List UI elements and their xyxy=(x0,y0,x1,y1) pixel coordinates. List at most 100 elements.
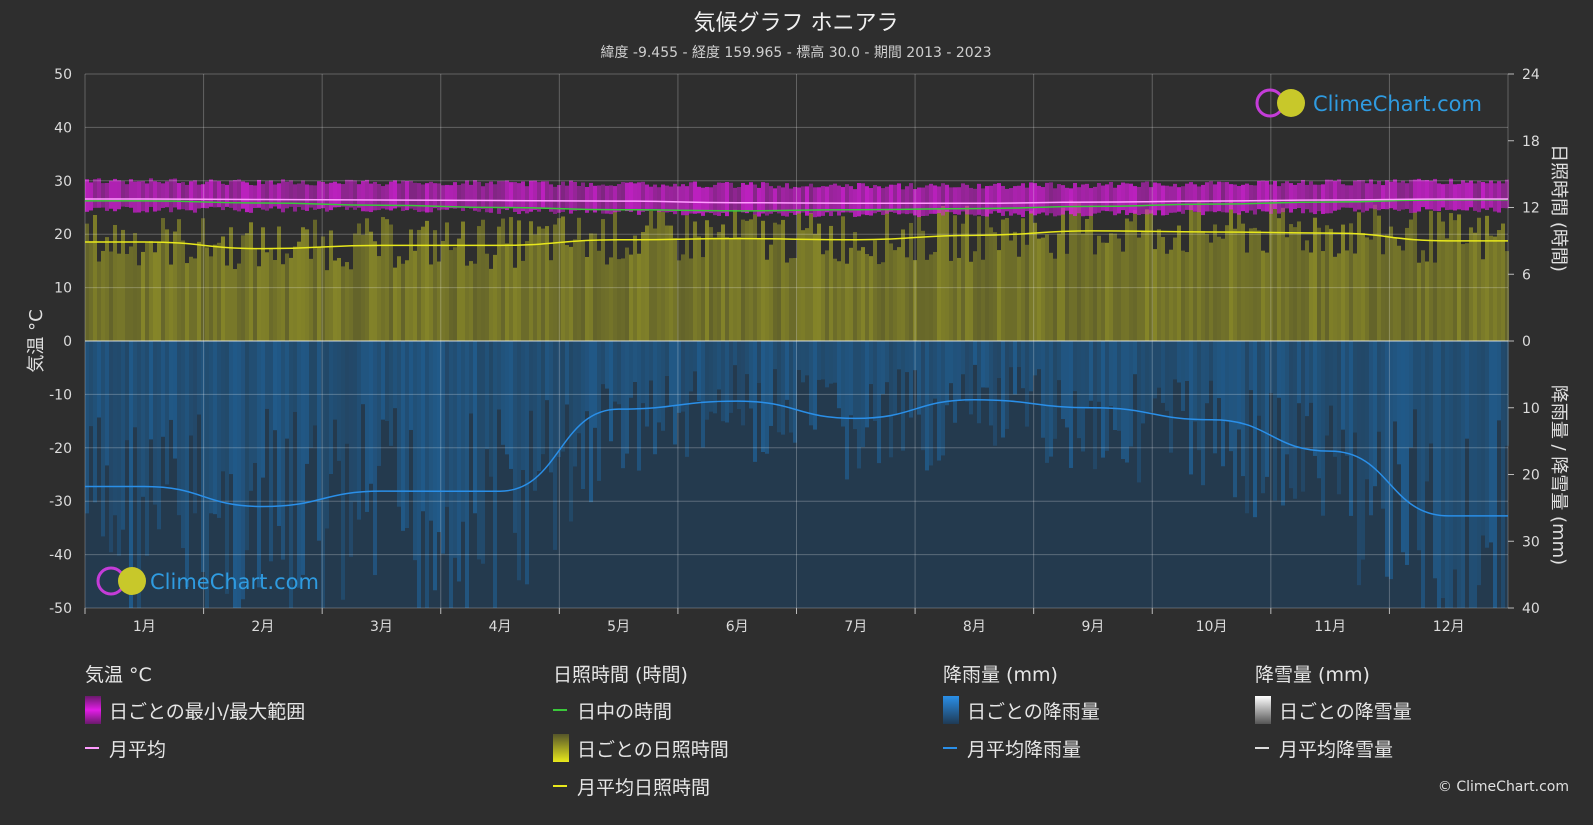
sunshine-bar xyxy=(241,235,245,341)
temp-range-bar xyxy=(881,188,885,215)
x-axis-tick: 4月 xyxy=(489,619,512,635)
sunshine-bar xyxy=(261,227,265,341)
temp-range-bar xyxy=(1249,185,1253,211)
rain-bar xyxy=(353,341,357,502)
brand-logo-sun xyxy=(1277,89,1305,117)
temp-range-bar xyxy=(1401,180,1405,210)
rain-bar xyxy=(1069,341,1073,468)
sunshine-bar xyxy=(545,226,549,341)
rain-bar xyxy=(905,341,909,373)
rain-bar xyxy=(529,341,533,411)
rain-bar xyxy=(89,341,93,427)
sunshine-bar xyxy=(1201,230,1205,341)
rain-bar xyxy=(101,341,105,537)
rain-bar xyxy=(221,341,225,472)
sunshine-bar xyxy=(93,214,97,341)
rain-bar xyxy=(277,341,281,526)
sunshine-bar xyxy=(469,261,473,341)
sunshine-bar xyxy=(805,228,809,341)
legend-label: 月平均日照時間 xyxy=(577,776,711,799)
right-axis-bottom-tick: 40 xyxy=(1522,601,1540,617)
temp-range-bar xyxy=(437,183,441,211)
rain-bar xyxy=(461,341,465,522)
temp-range-bar xyxy=(789,188,793,213)
rain-bar xyxy=(413,341,417,561)
temp-range-bar xyxy=(621,182,625,211)
daily-rain-area xyxy=(85,341,1509,608)
legend-label: 月平均 xyxy=(109,738,167,761)
rain-bar xyxy=(485,341,489,450)
temp-range-bar xyxy=(777,185,781,214)
sunshine-bar xyxy=(165,229,169,341)
legend-swatch-sunshine xyxy=(553,734,569,762)
rain-bar xyxy=(625,341,629,454)
temp-range-bar xyxy=(421,184,425,212)
rain-bar xyxy=(973,341,977,365)
rain-bar xyxy=(1005,341,1009,429)
rain-bar xyxy=(1209,341,1213,381)
temp-range-bar xyxy=(265,181,269,211)
rain-bar xyxy=(1345,341,1349,456)
rain-bar xyxy=(1309,341,1313,403)
sunshine-bar xyxy=(853,232,857,341)
rain-bar xyxy=(909,341,913,418)
temp-range-bar xyxy=(1125,183,1129,216)
temp-range-bar xyxy=(949,187,953,213)
sunshine-bar xyxy=(1189,204,1193,341)
rain-bar xyxy=(1101,341,1105,458)
temp-range-bar xyxy=(765,182,769,216)
temp-range-bar xyxy=(1117,184,1121,214)
temp-range-bar xyxy=(281,179,285,213)
rain-bar xyxy=(737,341,741,410)
rain-bar xyxy=(953,341,957,423)
rain-bar xyxy=(721,341,725,422)
left-axis-tick: -40 xyxy=(49,548,72,564)
rain-bar xyxy=(1489,341,1493,543)
temp-range-bar xyxy=(725,182,729,217)
temp-range-bar xyxy=(745,184,749,214)
rain-bar xyxy=(117,341,121,556)
brand-logo-bottom[interactable]: ClimeChart.com xyxy=(96,566,319,596)
sunshine-bar xyxy=(1257,230,1261,341)
sunshine-bar xyxy=(1357,212,1361,341)
brand-logo-text: ClimeChart.com xyxy=(150,570,319,594)
sunshine-bar xyxy=(1389,226,1393,341)
rain-bar xyxy=(1361,341,1365,560)
temp-range-bar xyxy=(889,184,893,212)
sunshine-bar xyxy=(1353,253,1357,341)
brand-logo-top[interactable]: ClimeChart.com xyxy=(1255,88,1482,118)
rain-bar xyxy=(1029,341,1033,392)
temp-range-bar xyxy=(245,182,249,213)
rain-bar xyxy=(581,341,585,489)
legend-snow: 降雪量 (mm) 日ごとの降雪量 月平均降雪量 xyxy=(1255,660,1412,774)
sunshine-bar xyxy=(417,229,421,341)
sunshine-bar xyxy=(917,208,921,341)
sunshine-bar xyxy=(793,257,797,341)
temp-range-bar xyxy=(89,182,93,211)
rain-bar xyxy=(217,341,221,518)
sunshine-bar xyxy=(173,231,177,341)
rain-bar xyxy=(665,341,669,377)
sunshine-bar xyxy=(841,216,845,341)
sunshine-bar xyxy=(509,217,513,341)
rain-bar xyxy=(161,341,165,437)
sunshine-bar xyxy=(489,268,493,341)
legend-item: 日ごとの最小/最大範囲 xyxy=(85,696,305,724)
temp-range-bar xyxy=(1001,186,1005,216)
sunshine-bar xyxy=(697,236,701,341)
legend-swatch-temp-mean xyxy=(85,747,99,749)
rain-bar xyxy=(1457,341,1461,608)
temp-range-bar xyxy=(973,188,977,216)
rain-bar xyxy=(569,341,573,522)
temp-range-bar xyxy=(1357,180,1361,210)
sunshine-bar xyxy=(1449,213,1453,341)
left-axis-tick: -50 xyxy=(49,601,72,617)
rain-bar xyxy=(333,341,337,420)
sunshine-bar xyxy=(937,209,941,341)
rain-bar xyxy=(881,341,885,395)
temp-range-bar xyxy=(333,181,337,208)
temp-range-bar xyxy=(1321,184,1325,214)
rain-bar xyxy=(1073,341,1077,392)
rain-bar xyxy=(201,341,205,573)
sunshine-bar xyxy=(981,259,985,341)
